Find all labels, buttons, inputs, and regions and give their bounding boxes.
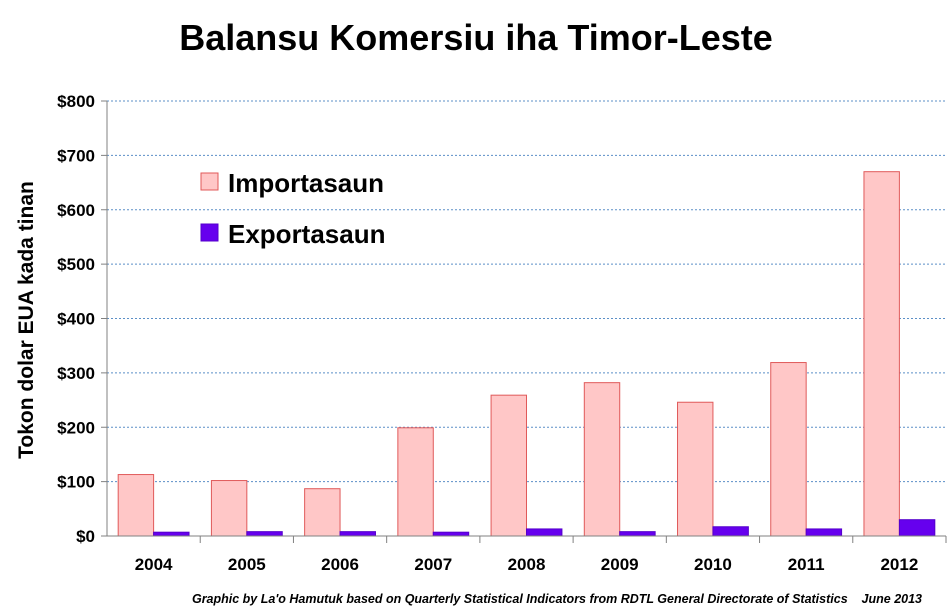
source-footnote: Graphic by La'o Hamutuk based on Quarter…	[192, 592, 922, 606]
axes	[106, 101, 946, 537]
bar-exportasaun-2010	[712, 526, 749, 537]
x-tick-label: 2010	[694, 555, 732, 574]
bar-importasaun-2004	[117, 474, 155, 537]
x-tick-label: 2006	[321, 555, 359, 574]
y-tick-label: $0	[76, 527, 95, 546]
bar-importasaun-2005	[210, 480, 248, 537]
bar-exportasaun-2011	[805, 528, 843, 537]
bar-exportasaun-2009	[619, 531, 656, 537]
bar-exportasaun-2005	[246, 531, 283, 537]
bar-exportasaun-2006	[339, 531, 376, 537]
bar-exportasaun-2004	[153, 531, 190, 537]
y-tick-label: $700	[57, 146, 95, 165]
bar-importasaun-2009	[583, 382, 621, 537]
bar-exportasaun-2008	[526, 528, 563, 537]
y-axis-ticks: $0 $100 $200 $300 $400 $500 $600 $700 $800	[57, 92, 107, 546]
x-tick-label: 2005	[228, 555, 266, 574]
bar-importasaun-2011	[770, 362, 807, 537]
bar-exportasaun-2012	[898, 519, 936, 537]
y-tick-label: $100	[57, 473, 95, 492]
y-tick-label: $400	[57, 310, 95, 329]
y-tick-label: $200	[57, 418, 95, 437]
legend: Importasaun Exportasaun	[200, 168, 386, 249]
legend-swatch-importasaun	[200, 172, 219, 191]
y-tick-label: $800	[57, 92, 95, 111]
y-tick-label: $600	[57, 201, 95, 220]
bar-exportasaun-2007	[432, 531, 470, 537]
bar-importasaun-2007	[397, 427, 434, 537]
x-tick-label: 2007	[414, 555, 452, 574]
legend-swatch-exportasaun	[200, 223, 219, 242]
bar-importasaun-2008	[490, 394, 528, 537]
chart-title: Balansu Komersiu iha Timor-Leste	[179, 17, 773, 58]
y-axis-label: Tokon dolar EUA kada tinan	[15, 181, 38, 459]
legend-label-exportasaun: Exportasaun	[228, 219, 386, 249]
bar-importasaun-2012	[863, 171, 900, 537]
x-tick-label: 2008	[508, 555, 546, 574]
y-tick-label: $300	[57, 364, 95, 383]
x-tick-label: 2011	[788, 555, 825, 574]
x-tick-label: 2004	[135, 555, 173, 574]
bar-importasaun-2006	[304, 488, 341, 537]
bars	[117, 171, 936, 537]
x-axis-ticks: 2004 2005 2006 2007 2008 2009 2010 2011 2012	[135, 536, 947, 574]
legend-label-importasaun: Importasaun	[228, 168, 384, 198]
y-tick-label: $500	[57, 255, 95, 274]
x-tick-label: 2009	[601, 555, 639, 574]
bar-importasaun-2010	[677, 401, 714, 537]
x-tick-label: 2012	[880, 555, 918, 574]
